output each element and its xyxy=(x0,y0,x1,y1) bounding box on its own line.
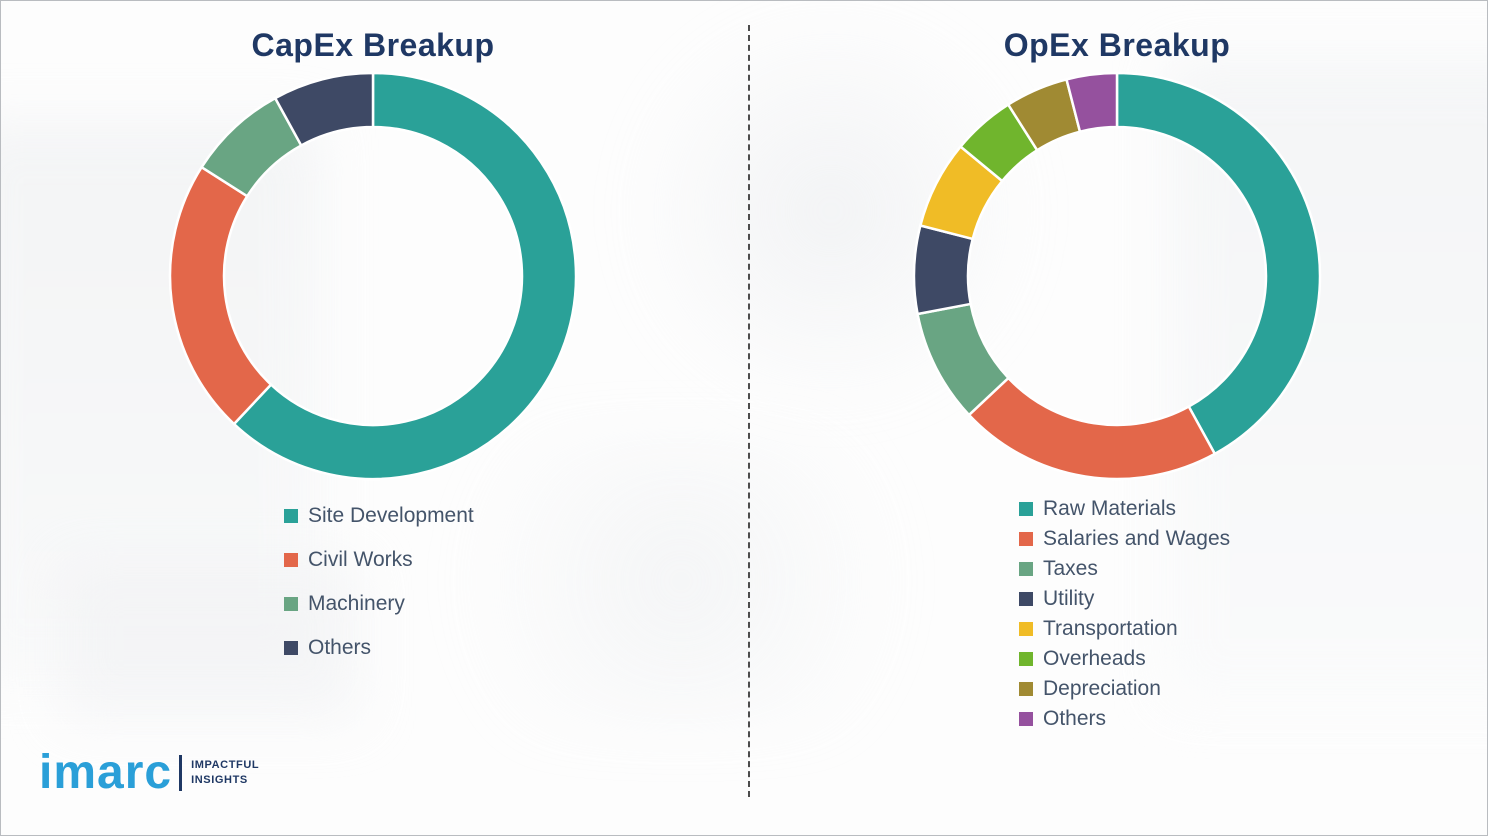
legend-color-swatch xyxy=(1019,622,1033,636)
legend-item: Others xyxy=(1019,704,1487,734)
legend-label: Salaries and Wages xyxy=(1043,527,1231,550)
legend-label: Overheads xyxy=(1043,647,1146,670)
legend-item: Depreciation xyxy=(1019,674,1487,704)
imarc-logo: imarc IMPACTFUL INSIGHTS xyxy=(39,749,259,797)
legend-label: Machinery xyxy=(308,592,405,615)
legend-item: Overheads xyxy=(1019,644,1487,674)
legend-label: Depreciation xyxy=(1043,677,1161,700)
donut-segment-others xyxy=(273,71,375,147)
legend-label: Civil Works xyxy=(308,548,413,571)
imarc-tagline-line1: IMPACTFUL xyxy=(191,759,260,772)
legend-color-swatch xyxy=(1019,652,1033,666)
donut-segment-raw-materials xyxy=(1115,71,1322,456)
legend-color-swatch xyxy=(1019,502,1033,516)
legend-color-swatch xyxy=(1019,712,1033,726)
opex-legend: Raw Materials Salaries and Wages Taxes Util… xyxy=(1019,494,1487,734)
capex-donut-chart xyxy=(168,71,578,481)
legend-color-swatch xyxy=(1019,532,1033,546)
legend-item: Taxes xyxy=(1019,554,1487,584)
donut-segment-utility xyxy=(912,224,974,316)
legend-item: Machinery xyxy=(284,582,745,626)
legend-color-swatch xyxy=(1019,592,1033,606)
legend-color-swatch xyxy=(1019,562,1033,576)
capex-chart-title: CapEx Breakup xyxy=(251,27,495,63)
capex-chart-panel: CapEx Breakup Site Development Civil Work… xyxy=(1,1,745,835)
legend-item: Utility xyxy=(1019,584,1487,614)
donut-segment-civil-works xyxy=(168,165,273,426)
opex-donut-chart xyxy=(912,71,1322,481)
legend-item: Civil Works xyxy=(284,538,745,582)
capex-legend: Site Development Civil Works Machinery Othe… xyxy=(284,494,745,670)
imarc-tagline-line2: INSIGHTS xyxy=(191,774,248,786)
legend-color-swatch xyxy=(284,597,298,611)
legend-item: Transportation xyxy=(1019,614,1487,644)
legend-item: Salaries and Wages xyxy=(1019,524,1487,554)
opex-chart-panel: OpEx Breakup Raw Materials Salaries and W… xyxy=(745,1,1487,835)
legend-label: Others xyxy=(1043,707,1107,730)
legend-label: Site Development xyxy=(308,504,474,527)
legend-color-swatch xyxy=(284,509,298,523)
legend-item: Others xyxy=(284,626,745,670)
legend-label: Taxes xyxy=(1043,557,1098,580)
donut-segment-site-development xyxy=(232,71,578,481)
legend-color-swatch xyxy=(284,641,298,655)
donut-segment-salaries-and-wages xyxy=(967,376,1217,481)
vertical-dashed-divider xyxy=(748,25,750,797)
legend-item: Site Development xyxy=(284,494,745,538)
legend-label: Utility xyxy=(1043,587,1095,610)
legend-label: Transportation xyxy=(1043,617,1178,640)
legend-color-swatch xyxy=(1019,682,1033,696)
donut-segment-others xyxy=(1065,71,1119,133)
opex-chart-title: OpEx Breakup xyxy=(1003,27,1231,63)
legend-item: Raw Materials xyxy=(1019,494,1487,524)
imarc-logo-separator xyxy=(179,755,183,791)
legend-label: Raw Materials xyxy=(1043,497,1177,520)
imarc-logo-word: imarc xyxy=(39,746,173,799)
imarc-logo-tagline: IMPACTFUL INSIGHTS xyxy=(191,758,259,788)
legend-label: Others xyxy=(308,636,372,659)
legend-color-swatch xyxy=(284,553,298,567)
